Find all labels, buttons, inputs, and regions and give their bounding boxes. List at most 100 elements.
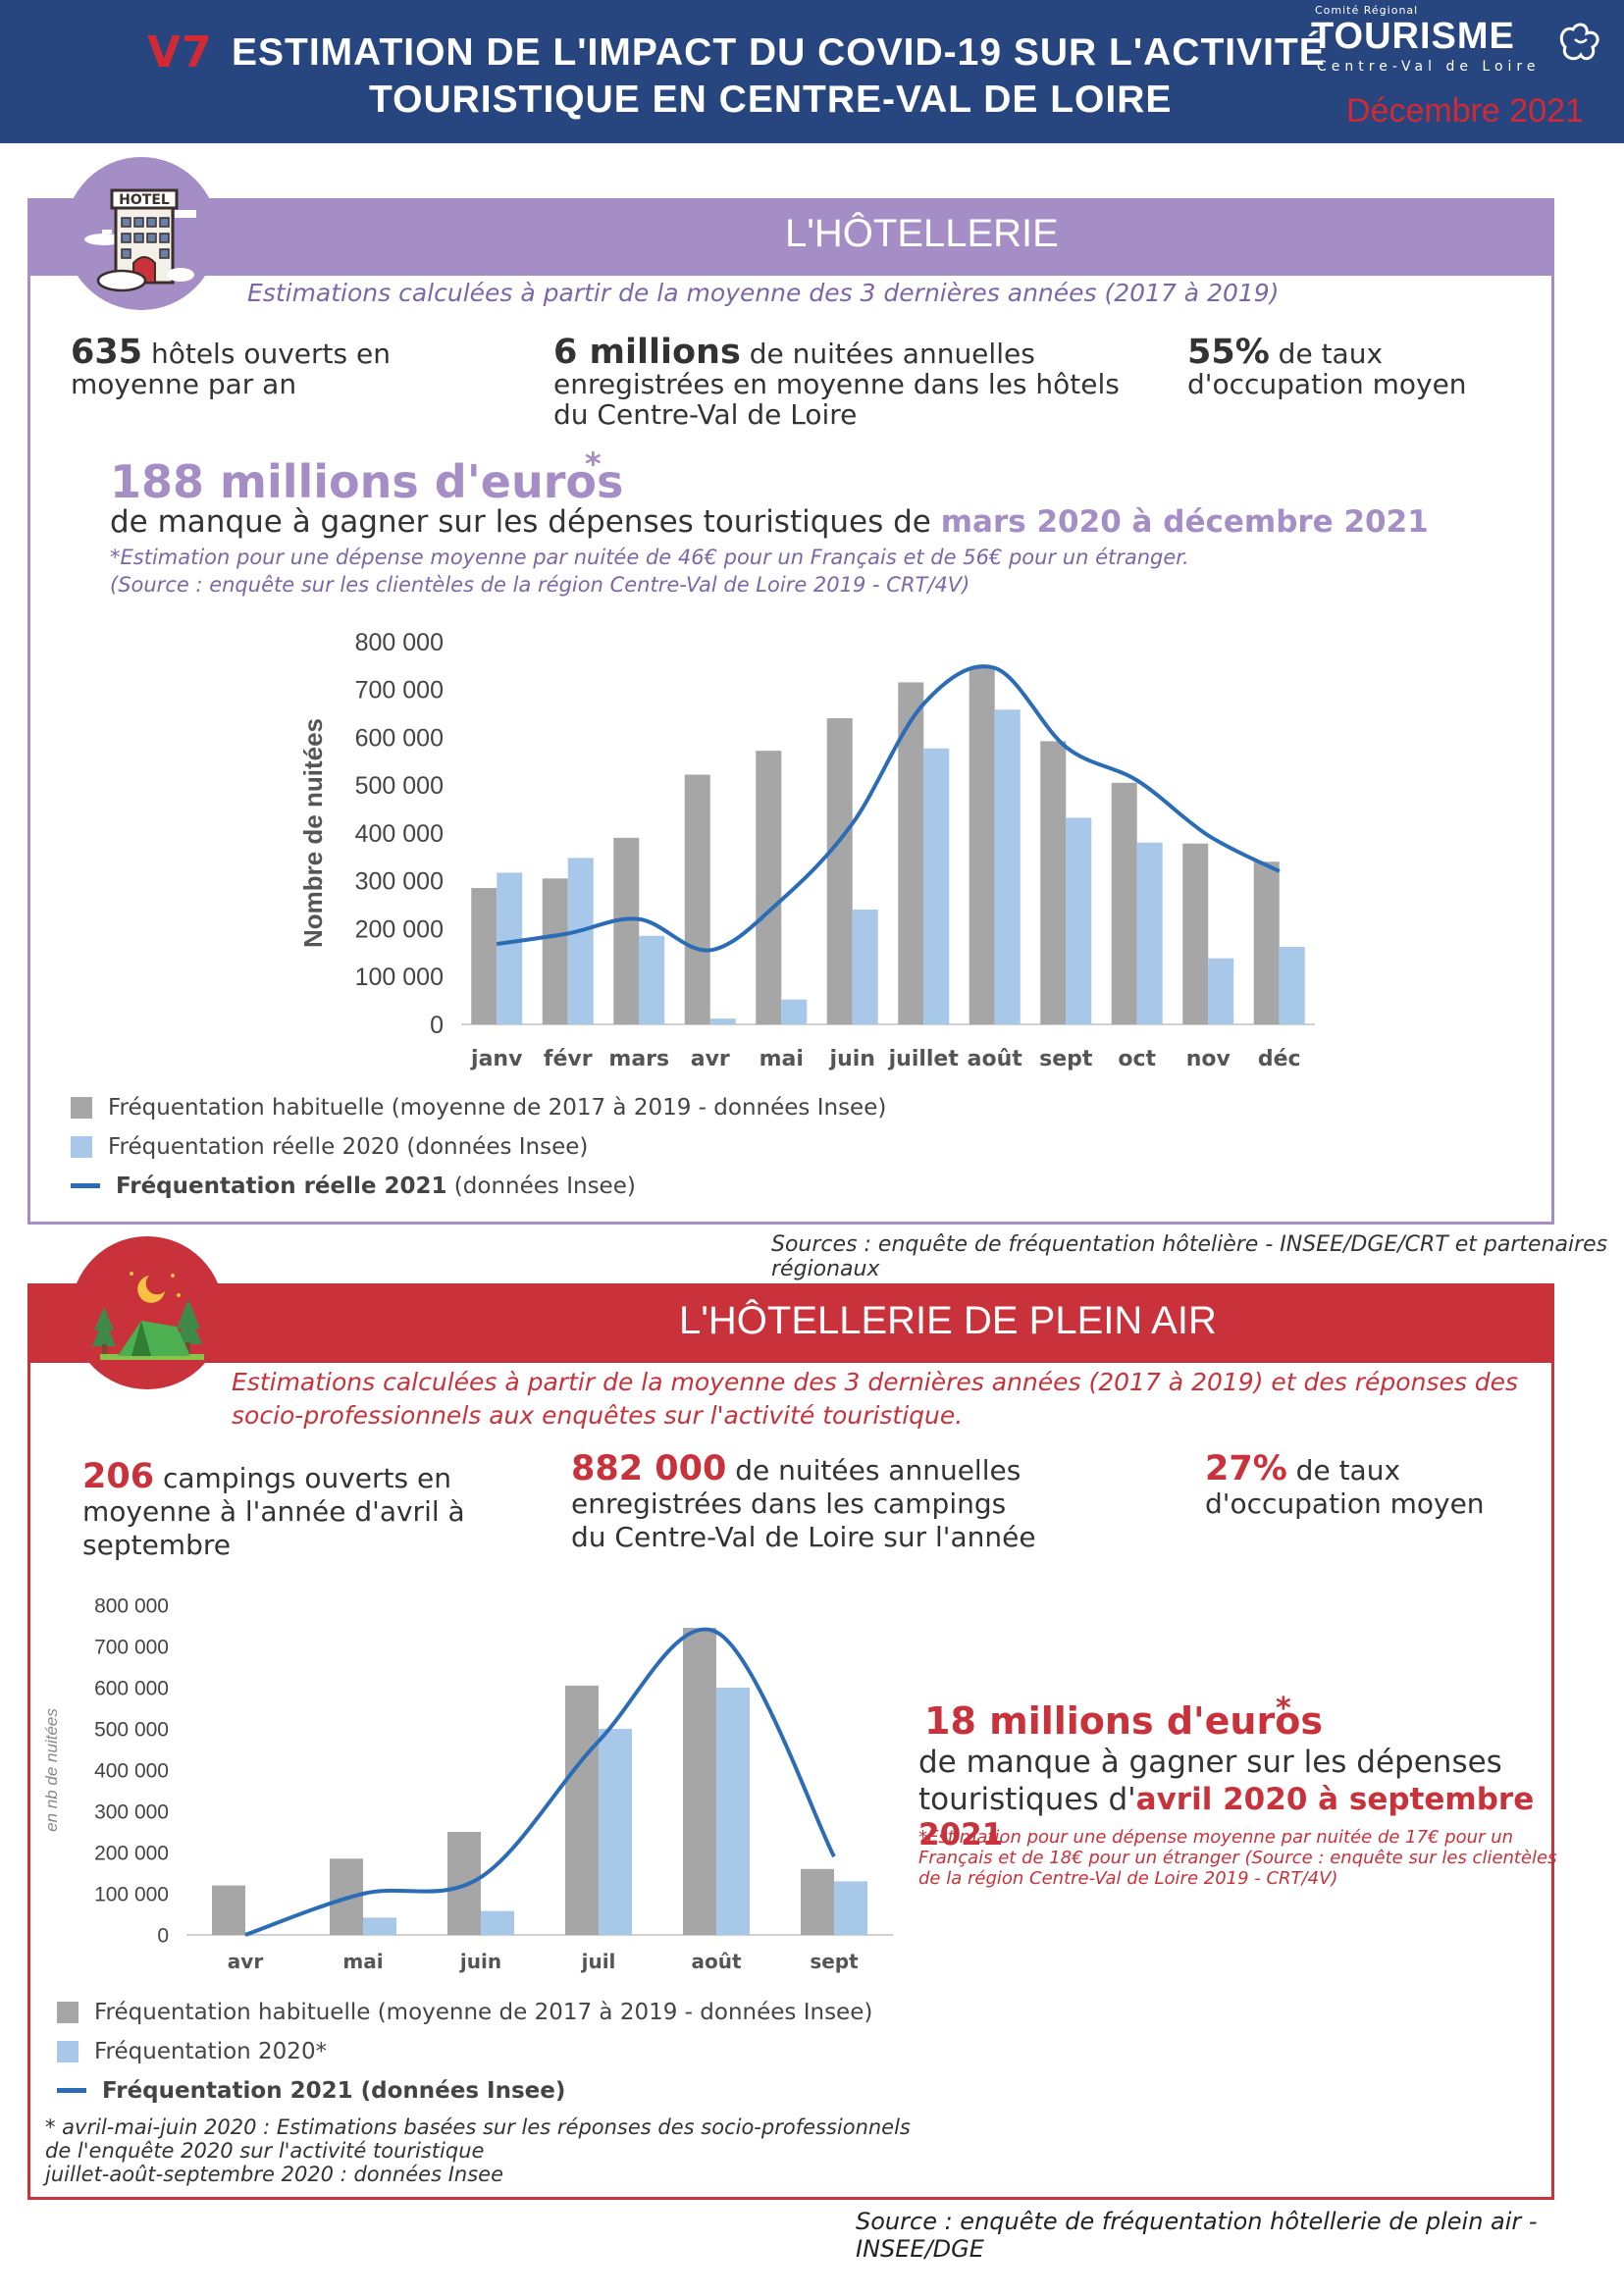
legend-label: Fréquentation habituelle (moyenne de 201… [108,1095,887,1121]
page-title-line2: TOURISTIQUE EN CENTRE-VAL DE LOIRE [369,78,1173,121]
y-tick-label: 0 [157,1924,169,1947]
y-tick-label: 500 000 [94,1718,169,1741]
y-tick-label: 300 000 [94,1800,169,1823]
camping-loss-text-line2: touristiques d'avril 2020 à septembre 20… [918,1782,1624,1852]
footnote-line3: juillet-août-septembre 2020 : données In… [45,2163,503,2186]
hotel-legend-habituelle: Fréquentation habituelle (moyenne de 201… [71,1095,886,1121]
camping-loss-text: touristiques d' [918,1782,1136,1817]
bar-2020 [834,1881,867,1935]
publication-date: Décembre 2021 [1346,92,1584,130]
camping-subtitle: Estimations calculées à partir de la moy… [232,1368,1519,1430]
hotel-loss-period: mars 2020 à décembre 2021 [940,504,1429,540]
camping-loss-text-line1: de manque à gagner sur les dépenses [918,1745,1502,1780]
hotel-loss-value: 188 millions d'euros [110,455,624,508]
bar-2020 [923,748,950,1024]
y-tick-label: 800 000 [355,629,444,656]
stat-text: de nuitées annuelles enregistrées en moy… [553,338,1120,431]
x-tick-label: sept [1039,1047,1093,1071]
bar-2020 [716,1688,750,1935]
hotel-section [27,198,1554,1225]
hotel-stat-occupancy: 55% de taux d'occupation moyen [1187,336,1560,400]
hotel-legend-2021: Fréquentation réelle 2021 (données Insee… [71,1174,636,1199]
bar-2020 [363,1917,396,1935]
camping-loss-period: avril 2020 à septembre 2021 [918,1782,1535,1852]
y-tick-label: 700 000 [94,1636,169,1658]
logo-region: Centre-Val de Loire [1317,59,1541,75]
logo-superscript: Comité Régional [1315,4,1419,17]
bar-2020 [599,1729,632,1935]
bar-habituelle [542,878,568,1024]
bar-2020 [1066,817,1092,1024]
hotel-legend-2020: Fréquentation réelle 2020 (données Insee… [71,1134,588,1160]
bar-2020 [994,709,1021,1024]
bar-2020 [481,1910,514,1935]
line-2021 [244,1627,836,1937]
camping-banner [30,1286,1551,1363]
bar-habituelle [447,1832,481,1935]
footnote-line2: de l'enquête 2020 sur l'activité tourist… [45,2139,485,2163]
y-tick-label: 200 000 [355,915,444,943]
stat-value: 206 [82,1457,155,1496]
page-title-line1: ESTIMATION DE L'IMPACT DU COVID-19 SUR L… [232,31,1326,74]
hotel-note-line1: *Estimation pour une dépense moyenne par… [110,546,1189,569]
hotel-stat-nights: 6 millions de nuitées annuelles enregist… [553,336,1142,431]
hotel-building-icon: HOTEL [84,188,196,292]
stat-text: campings ouverts en moyenne à l'année d'… [82,1462,465,1561]
bar-habituelle [826,718,853,1024]
x-tick-label: juin [829,1047,875,1071]
camping-source: Source : enquête de fréquentation hôtell… [856,2208,1538,2263]
hotel-subtitle: Estimations calculées à partir de la moy… [247,279,1280,307]
hotel-banner [30,201,1551,276]
camping-legend-2020: Fréquentation 2020* [57,2039,327,2064]
camping-loss-asterisk: * [1276,1692,1291,1726]
x-tick-label: déc [1258,1047,1301,1071]
bar-2020 [781,999,808,1024]
x-tick-label: avr [228,1950,264,1973]
x-tick-label: oct [1118,1047,1156,1071]
y-tick-label: 700 000 [355,677,444,704]
camping-legend-habituelle: Fréquentation habituelle (moyenne de 201… [57,2000,872,2025]
x-tick-label: mai [760,1047,804,1071]
hotel-estimation-note: *Estimation pour une dépense moyenne par… [110,544,1189,599]
stat-text: de nuitées annuelles enregistrées dans l… [571,1454,1036,1553]
hotel-sign-text: HOTEL [119,192,170,208]
camping-legend-2021: Fréquentation 2021 (données Insee) [57,2078,565,2104]
camping-estimation-note: *Estimation pour une dépense moyenne par… [918,1827,1557,1889]
legend-line-swatch [71,1183,100,1188]
y-axis-label: en nb de nuitées [42,1708,61,1832]
version-label: V7 [147,27,213,78]
legend-label-bold: Fréquentation 2021 (données Insee) [102,2078,566,2104]
bar-2020 [497,872,523,1024]
stat-value: 27% [1205,1449,1287,1488]
logo-mark-icon [1559,23,1599,61]
legend-swatch-gray [71,1097,92,1119]
bar-habituelle [471,888,498,1024]
y-tick-label: 100 000 [355,964,444,991]
line-2021 [496,664,1281,953]
camping-stat-occupancy: 27% de taux d'occupation moyen [1205,1452,1539,1521]
camping-stat-nights: 882 000 de nuitées annuelles enregistrée… [571,1452,1042,1554]
bar-habituelle [565,1685,599,1935]
bar-habituelle [756,751,782,1024]
bar-habituelle [898,682,924,1024]
stat-text: hôtels ouverts en moyenne par an [71,338,391,400]
hotel-loss-asterisk: * [585,445,602,483]
y-tick-label: 400 000 [355,820,444,848]
camping-loss-value: 18 millions d'euros [924,1699,1323,1743]
hotel-note-line2: (Source : enquête sur les clientèles de … [110,573,970,597]
camping-section-title: L'HÔTELLERIE DE PLEIN AIR [679,1299,1217,1342]
y-tick-label: 500 000 [355,772,444,800]
bar-habituelle [683,1628,716,1935]
logo-wordmark: TOURISME [1311,16,1515,57]
bar-2020 [1136,842,1163,1024]
x-tick-label: nov [1186,1047,1231,1071]
x-tick-label: juillet [888,1047,960,1071]
bar-2020 [852,910,878,1024]
y-tick-label: 300 000 [355,868,444,896]
bar-habituelle [684,774,710,1024]
x-tick-label: avr [691,1047,730,1071]
legend-label: Fréquentation 2020* [94,2039,328,2064]
x-tick-label: juin [459,1950,501,1973]
legend-label: Fréquentation habituelle (moyenne de 201… [94,2000,873,2025]
y-tick-label: 600 000 [355,724,444,752]
